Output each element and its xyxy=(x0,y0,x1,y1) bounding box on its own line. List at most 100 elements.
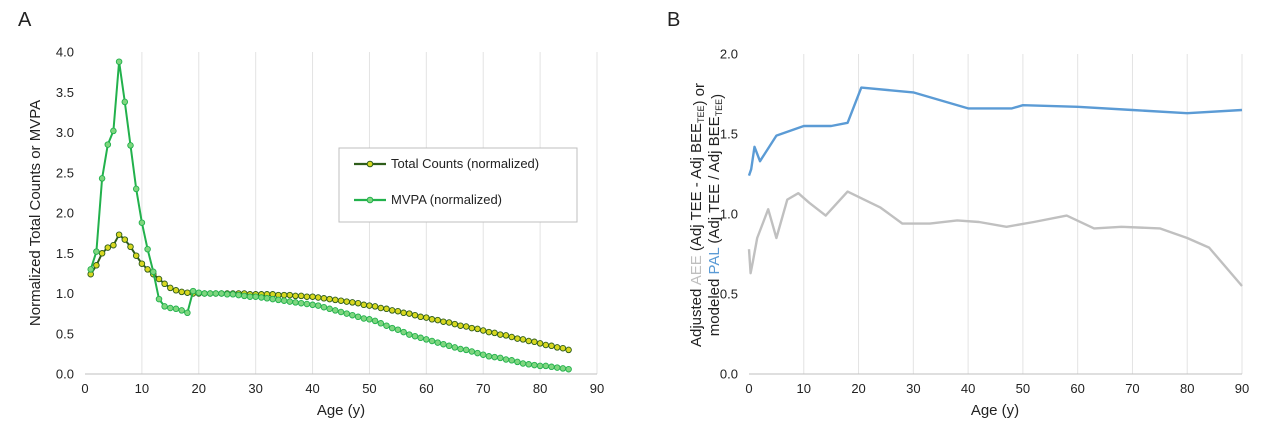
subscript-text: TEE xyxy=(696,105,706,123)
data-point-mvpa xyxy=(468,348,476,355)
data-point-total-counts xyxy=(332,296,339,304)
data-point-total-counts xyxy=(366,302,373,309)
data-point-mvpa xyxy=(519,360,527,367)
data-point-mvpa xyxy=(553,364,561,371)
panel-b-x-tick-label: 20 xyxy=(851,381,865,396)
data-point-total-counts xyxy=(491,329,498,337)
data-point-mvpa xyxy=(548,363,555,371)
panel-a-x-tick-label: 0 xyxy=(81,381,88,396)
data-point-mvpa xyxy=(286,298,294,305)
label-fragment: ) or xyxy=(691,83,708,106)
data-point-mvpa xyxy=(275,296,282,304)
panel-a-x-tick-label: 50 xyxy=(362,381,376,396)
data-point-total-counts xyxy=(121,236,129,243)
data-point-mvpa xyxy=(445,342,453,350)
data-point-total-counts xyxy=(400,309,407,317)
data-point-mvpa xyxy=(144,245,151,253)
data-point-mvpa xyxy=(565,365,572,373)
data-point-mvpa xyxy=(423,336,430,343)
panel-a-x-tick-label: 40 xyxy=(305,381,319,396)
data-point-total-counts xyxy=(394,307,402,315)
panel-b-y-axis-title-line-1: Adjusted AEE (Adj TEE - Adj BEETEE) or xyxy=(688,83,708,347)
data-point-total-counts xyxy=(314,294,322,301)
data-point-mvpa xyxy=(252,293,259,300)
data-point-total-counts xyxy=(320,295,328,302)
data-point-mvpa xyxy=(354,313,362,321)
data-point-total-counts xyxy=(406,310,413,317)
panel-b-x-tick-label: 0 xyxy=(745,381,752,396)
data-point-total-counts xyxy=(565,346,572,354)
data-point-total-counts xyxy=(326,295,333,303)
data-point-total-counts xyxy=(423,314,430,321)
data-point-total-counts xyxy=(417,313,424,321)
data-point-mvpa xyxy=(508,357,515,364)
panel-b-x-tick-label: 30 xyxy=(906,381,920,396)
data-point-total-counts xyxy=(349,299,356,306)
panel-a-y-tick-label: 3.5 xyxy=(56,85,74,100)
data-point-mvpa xyxy=(127,142,134,149)
data-point-total-counts xyxy=(337,297,345,304)
data-point-total-counts xyxy=(553,344,561,351)
data-point-total-counts xyxy=(451,320,459,328)
data-point-total-counts xyxy=(542,341,550,349)
data-point-mvpa xyxy=(229,291,237,298)
data-point-mvpa xyxy=(292,299,299,306)
data-point-mvpa xyxy=(491,353,498,361)
data-point-mvpa xyxy=(514,358,521,366)
panel-a-x-tick-label: 10 xyxy=(135,381,149,396)
data-point-mvpa xyxy=(132,185,140,193)
data-point-total-counts xyxy=(468,324,476,332)
legend-marker-mvpa xyxy=(366,196,374,204)
data-point-total-counts xyxy=(343,298,350,305)
data-point-total-counts xyxy=(98,250,106,257)
data-point-mvpa xyxy=(462,346,470,354)
data-point-mvpa xyxy=(485,353,493,360)
data-point-total-counts xyxy=(110,241,117,249)
data-point-total-counts xyxy=(457,322,464,329)
legend-label-total-counts: Total Counts (normalized) xyxy=(391,156,539,171)
data-point-mvpa xyxy=(371,317,379,325)
data-point-mvpa xyxy=(98,175,106,182)
data-point-mvpa xyxy=(394,326,402,333)
data-point-total-counts xyxy=(474,325,481,333)
data-point-mvpa xyxy=(309,301,316,309)
data-point-mvpa xyxy=(241,292,248,300)
series-line-aee xyxy=(747,190,1243,287)
data-point-total-counts xyxy=(502,332,510,339)
data-point-mvpa xyxy=(246,293,254,300)
data-point-total-counts xyxy=(445,319,453,326)
data-point-total-counts xyxy=(161,280,168,288)
data-point-total-counts xyxy=(104,244,112,251)
data-point-total-counts xyxy=(132,252,140,259)
data-point-mvpa xyxy=(235,291,242,299)
data-point-mvpa xyxy=(434,339,441,346)
data-point-total-counts xyxy=(360,301,368,309)
data-point-mvpa xyxy=(320,303,328,311)
subscript-text: TEE xyxy=(714,99,724,117)
panel-a-y-tick-label: 0.5 xyxy=(56,326,74,341)
panel-b-y-tick-label: 0.0 xyxy=(720,367,738,382)
panel-b-x-tick-label: 70 xyxy=(1125,381,1139,396)
data-point-mvpa xyxy=(161,303,168,310)
data-point-mvpa xyxy=(150,268,157,276)
data-point-mvpa xyxy=(440,340,447,348)
panel-b-x-ticks: 0 10 20 30 40 50 60 70 80 90 xyxy=(745,381,1249,396)
panel-a: A 0 10 20 30 40 50 60 70 80 90 0.0 0.5 1.0 1.5 2.0 2.5… xyxy=(18,9,604,419)
data-point-total-counts xyxy=(354,299,362,307)
data-point-mvpa xyxy=(479,351,487,358)
data-point-mvpa xyxy=(332,307,339,314)
data-point-mvpa xyxy=(417,334,424,342)
panel-b-series xyxy=(747,86,1243,287)
panel-b-y-axis-title-line-2: modeled PAL (Adj TEE / Adj BEETEE) xyxy=(706,94,726,336)
panel-b-x-tick-label: 10 xyxy=(797,381,811,396)
legend-label-mvpa: MVPA (normalized) xyxy=(391,192,502,207)
data-point-mvpa xyxy=(93,248,100,255)
data-point-total-counts xyxy=(297,292,305,300)
label-fragment: AEE xyxy=(688,255,705,285)
data-point-mvpa xyxy=(349,311,356,319)
data-point-mvpa xyxy=(138,219,146,226)
data-point-mvpa xyxy=(559,365,567,372)
data-point-mvpa xyxy=(411,332,419,340)
data-point-total-counts xyxy=(479,327,487,334)
data-point-total-counts xyxy=(548,342,555,350)
